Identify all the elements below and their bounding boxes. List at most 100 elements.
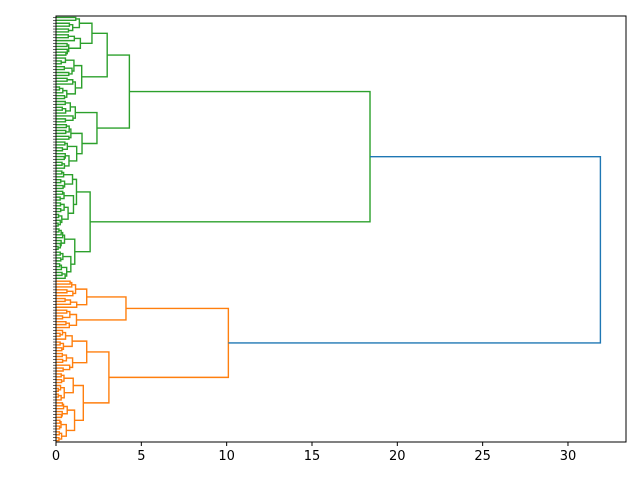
dendrogram-link [56, 123, 68, 129]
dendrogram-link [56, 28, 70, 33]
dendrogram-link [74, 191, 91, 253]
dendrogram-link [56, 16, 77, 22]
dendrogram-link [56, 322, 71, 329]
x-tick-label: 25 [474, 449, 491, 464]
dendrogram-link [56, 257, 62, 262]
dendrogram-link [56, 321, 67, 326]
dendrogram-link [56, 196, 61, 201]
dendrogram-link [56, 341, 61, 346]
dendrogram-link [56, 202, 62, 207]
dendrogram-link [56, 425, 61, 430]
dendrogram-link [56, 86, 61, 91]
dendrogram-link [56, 100, 66, 106]
dendrogram-link [56, 431, 61, 436]
dendrogram-link [56, 264, 63, 271]
x-tick-label: 0 [52, 449, 60, 464]
dendrogram-link [70, 132, 83, 155]
dendrogram-link [63, 377, 74, 394]
dendrogram-link [56, 87, 64, 94]
dendrogram-link [61, 234, 66, 244]
dendrogram-link [56, 242, 62, 249]
dendrogram-link [56, 402, 64, 407]
dendrogram-link [56, 378, 63, 384]
dendrogram-link [56, 315, 64, 320]
dendrogram-link [60, 192, 65, 200]
dendrogram-link [56, 66, 66, 71]
dendrogram-link [56, 170, 63, 175]
dendrogram-link [71, 284, 77, 295]
dendrogram-link [56, 213, 60, 219]
dendrogram-link [56, 118, 67, 123]
dendrogram-link [56, 171, 65, 178]
dendrogram-link [56, 135, 70, 140]
dendrogram-link [62, 255, 72, 273]
dendrogram-link [63, 335, 73, 348]
dendrogram-link [56, 358, 64, 364]
dendrogram-links [56, 16, 602, 442]
dendrogram-link [56, 239, 62, 247]
dendrogram-link [56, 290, 74, 297]
x-axis-ticks: 0 5 10 15 20 25 30 [52, 442, 576, 464]
dendrogram-link [56, 77, 68, 82]
dendrogram-link [56, 297, 66, 303]
dendrogram-link [56, 299, 72, 306]
dendrogram-link [56, 184, 64, 190]
dendrogram-link [228, 155, 602, 344]
dendrogram-link [56, 394, 62, 401]
dendrogram-link [56, 352, 64, 358]
dendrogram-link [56, 280, 71, 285]
plot-frame [55, 15, 627, 443]
x-tick-label: 15 [304, 449, 321, 464]
dendrogram-link [56, 147, 64, 152]
dendrogram-link [56, 190, 64, 195]
dendrogram-link [56, 289, 68, 294]
dendrogram-link [69, 313, 78, 327]
dendrogram-link [56, 367, 64, 372]
dendrogram-link [68, 23, 74, 32]
x-tick-label: 30 [560, 449, 577, 464]
dendrogram-link [75, 111, 98, 145]
dendrogram-link [56, 384, 62, 391]
x-tick-label: 5 [137, 449, 145, 464]
x-tick-label: 10 [218, 449, 235, 464]
dendrogram-link [56, 403, 65, 410]
dendrogram-link [56, 263, 61, 268]
dendrogram-link [81, 32, 108, 78]
dendrogram-link [56, 106, 63, 111]
dendrogram-link [56, 329, 64, 336]
dendrogram-link [56, 141, 66, 146]
dendrogram-link [56, 219, 61, 226]
dendrogram-link [56, 179, 62, 184]
dendrogram-link [59, 421, 62, 429]
dendrogram-link [64, 238, 76, 265]
dendrogram-link [56, 208, 62, 213]
dendrogram-link [56, 79, 74, 85]
dendrogram-link [56, 161, 63, 166]
dendrogram-link [72, 178, 78, 206]
dendrogram-link [68, 37, 82, 49]
dendrogram-link [56, 271, 63, 277]
dendrogram-link [56, 281, 73, 288]
dendrogram-link [72, 340, 88, 364]
dendrogram-link [56, 22, 71, 27]
dendrogram-link [56, 347, 63, 352]
dendrogram-link [56, 419, 61, 424]
dendrogram-link [79, 22, 93, 45]
dendrogram-link [56, 273, 66, 279]
dendrogram-link [56, 309, 68, 314]
dendrogram-link [108, 307, 230, 379]
dendrogram-link [61, 206, 69, 220]
dendrogram-link [56, 48, 68, 55]
dendrogram-link [56, 251, 61, 256]
dendrogram-link [56, 94, 66, 100]
dendrogram-link [96, 54, 131, 129]
dendrogram-link [56, 115, 74, 122]
dendrogram-link [56, 301, 78, 308]
dendrogram-link [60, 386, 65, 399]
dendrogram-link [65, 102, 72, 112]
dendrogram-link [56, 152, 66, 159]
dendrogram-link [56, 222, 59, 227]
dendrogram-link [56, 42, 68, 48]
dendrogram-link [65, 125, 70, 133]
